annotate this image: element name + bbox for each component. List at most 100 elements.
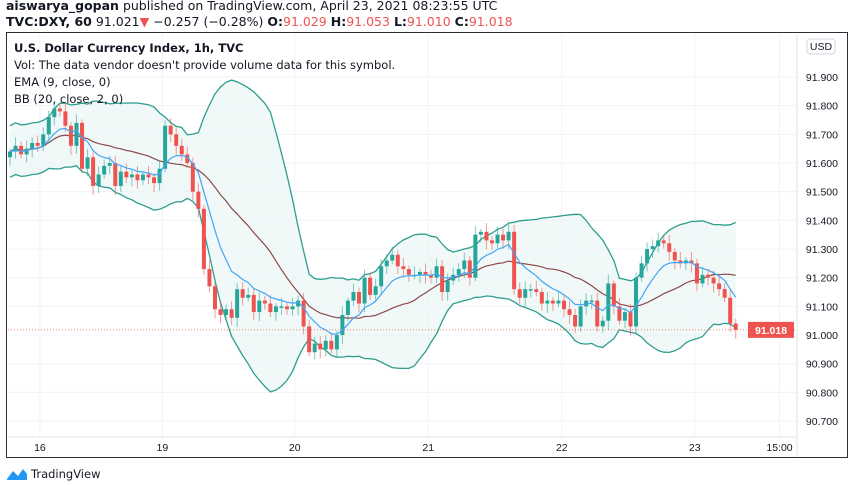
candle [456, 263, 461, 282]
candle [268, 295, 273, 318]
candle-body [96, 174, 101, 186]
candle-body [528, 289, 533, 291]
tradingview-brand[interactable]: TradingView [6, 467, 100, 481]
candle [678, 251, 683, 269]
candle [312, 336, 317, 360]
price-tick-label: 90.800 [806, 387, 838, 399]
candle-body [556, 300, 561, 304]
candle [179, 139, 184, 162]
candle-body [722, 289, 727, 298]
currency-label: USD [810, 41, 833, 53]
time-tick-label: 19 [157, 442, 169, 454]
candle [30, 137, 35, 158]
candle-body [357, 292, 362, 304]
author[interactable]: aiswarya_gopan [6, 0, 119, 13]
candle-body [562, 300, 566, 310]
open-value: 91.029 [283, 14, 327, 29]
candle-body [174, 134, 179, 146]
candle-body [567, 309, 572, 315]
candle [517, 282, 522, 304]
legend-volume: Vol: The data vendor doesn't provide vol… [14, 58, 396, 72]
candle-body [218, 309, 223, 315]
candle [523, 281, 528, 307]
candle-body [667, 243, 672, 252]
candle [329, 332, 334, 354]
candle-body [600, 320, 605, 327]
candle-body [74, 122, 79, 146]
candle [417, 268, 422, 284]
candle-body [639, 263, 644, 278]
candle-body [296, 300, 301, 307]
candle [296, 295, 301, 316]
candle [384, 254, 389, 275]
candle [368, 271, 373, 300]
symbol-info: TVC:DXY, 60 91.021▼ −0.257 (−0.28%) O:91… [6, 14, 513, 29]
candle [467, 256, 472, 286]
legend-ema[interactable]: EMA (9, close, 0) [14, 75, 111, 89]
candle-body [318, 343, 323, 350]
candle [340, 306, 345, 345]
candle [628, 303, 633, 336]
candle [124, 163, 129, 183]
candle-body [379, 266, 384, 287]
low-label: L: [393, 14, 407, 29]
candle [711, 270, 716, 293]
time-tick-label: 23 [689, 442, 701, 454]
candle-body [35, 142, 40, 146]
candle [207, 260, 212, 293]
candle-body [68, 125, 73, 146]
candle [91, 152, 96, 196]
candle [395, 249, 400, 274]
candle-body [506, 231, 511, 241]
candle [80, 119, 85, 173]
candle-body [307, 326, 312, 353]
candle-body [235, 289, 240, 318]
candle-body [63, 111, 68, 126]
candle [434, 258, 439, 284]
currency-button[interactable] [806, 38, 836, 55]
candle [634, 272, 639, 334]
candle [656, 232, 661, 253]
candle [489, 236, 494, 251]
time-tick-label: 21 [422, 442, 434, 454]
candle-body [329, 340, 334, 350]
candle-body [573, 314, 578, 327]
candle [235, 283, 240, 327]
candle-body [473, 234, 478, 278]
candle [362, 269, 367, 313]
price-tick-label: 91.900 [806, 72, 838, 84]
candle [129, 169, 134, 187]
candle [562, 295, 566, 318]
open-label: O: [267, 14, 283, 29]
candle-body [102, 165, 107, 175]
candle [694, 258, 699, 292]
candle [140, 171, 145, 185]
candle [650, 239, 655, 259]
candle-body [273, 306, 278, 313]
candle [196, 183, 201, 218]
published-text: published on TradingView.com, April 23, … [122, 0, 498, 13]
candle-body [212, 286, 217, 310]
candle-body [694, 263, 699, 284]
candle-body [595, 300, 600, 327]
candle [262, 295, 267, 310]
price-tick-label: 91.800 [806, 101, 838, 113]
candle [246, 287, 251, 302]
candle [118, 165, 123, 192]
candle-body [717, 283, 722, 290]
candle [661, 234, 666, 249]
candle [152, 173, 157, 193]
candle-body [634, 277, 639, 327]
price-tick-label: 91.500 [806, 187, 838, 199]
candle-body [545, 300, 550, 304]
last-price-label: 91.018 [755, 325, 787, 337]
candle-body [340, 314, 345, 336]
candle [406, 265, 411, 282]
candle [212, 283, 217, 319]
legend-bb[interactable]: BB (20, close, 2, 0) [14, 92, 124, 106]
candle-body [312, 343, 317, 353]
candle-body [589, 300, 594, 303]
candle [401, 257, 406, 279]
candle [645, 242, 650, 272]
